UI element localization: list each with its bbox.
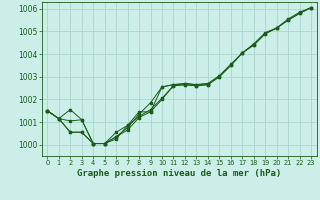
X-axis label: Graphe pression niveau de la mer (hPa): Graphe pression niveau de la mer (hPa) — [77, 169, 281, 178]
